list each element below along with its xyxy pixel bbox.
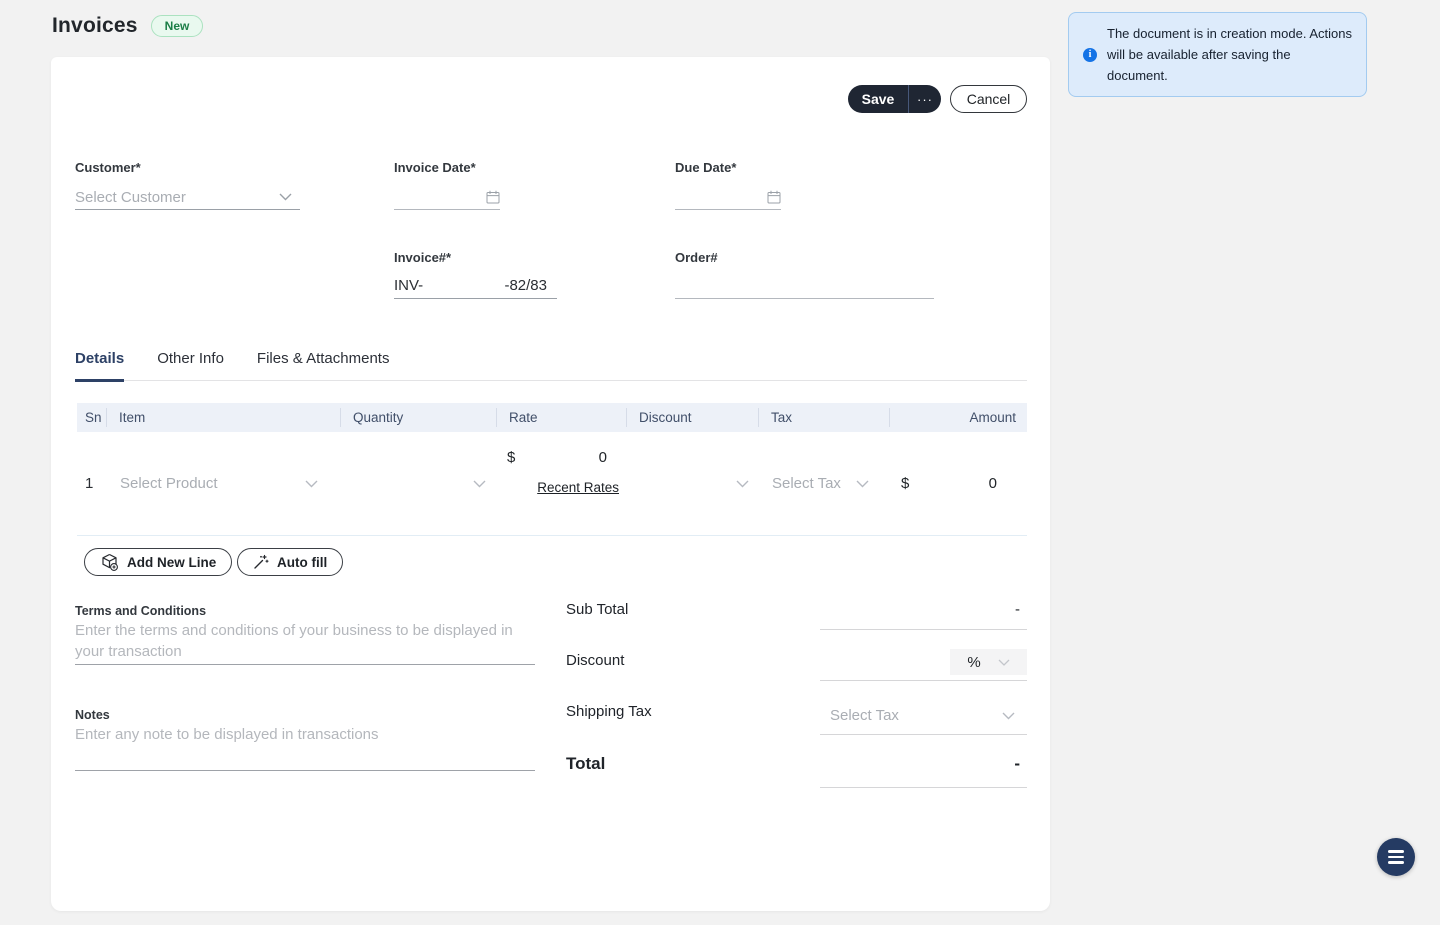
invoice-number-input[interactable]: INV- -82/83	[394, 273, 557, 299]
recent-rates-link[interactable]: Recent Rates	[537, 480, 619, 495]
rate-input[interactable]: 0	[598, 449, 607, 466]
divider	[820, 734, 1027, 735]
header-item: Item	[106, 408, 340, 427]
quantity-select[interactable]	[340, 432, 496, 535]
tab-files-attachments[interactable]: Files & Attachments	[256, 350, 390, 367]
invoice-number-suffix: -82/83	[504, 277, 547, 294]
amount-value: 0	[988, 475, 997, 492]
table-row: 1 Select Product $ 0 Recent Rates Select…	[77, 432, 1027, 536]
sub-total-value: -	[1015, 601, 1020, 618]
header-discount: Discount	[626, 408, 758, 427]
tax-select[interactable]: Select Tax	[758, 432, 889, 535]
customer-select-placeholder: Select Customer	[75, 188, 186, 206]
discount-label: Discount	[566, 652, 625, 669]
terms-textarea[interactable]: Enter the terms and conditions of your b…	[75, 620, 535, 665]
hamburger-icon	[1388, 850, 1404, 864]
save-more-button[interactable]: ···	[908, 85, 941, 113]
cancel-button[interactable]: Cancel	[950, 85, 1027, 113]
row-serial-number: 1	[85, 475, 94, 492]
menu-fab-button[interactable]	[1377, 838, 1415, 876]
tab-details[interactable]: Details	[75, 350, 125, 382]
notice-text: The document is in creation mode. Action…	[1107, 26, 1352, 83]
customer-label: Customer*	[75, 160, 141, 175]
table-header-row: Sn Item Quantity Rate Discount Tax Amoun…	[77, 403, 1027, 432]
notes-textarea[interactable]: Enter any note to be displayed in transa…	[75, 725, 535, 771]
header-rate: Rate	[496, 408, 626, 427]
invoice-number-label: Invoice#*	[394, 250, 452, 265]
calendar-icon	[767, 190, 781, 204]
divider	[820, 629, 1027, 630]
save-button[interactable]: Save	[848, 85, 908, 113]
item-select-placeholder: Select Product	[120, 475, 218, 492]
line-items-table: Sn Item Quantity Rate Discount Tax Amoun…	[77, 403, 1027, 536]
invoice-number-prefix: INV-	[394, 277, 424, 294]
header-quantity: Quantity	[340, 408, 496, 427]
invoice-date-label: Invoice Date*	[394, 160, 476, 175]
chevron-down-icon	[305, 480, 318, 488]
page-header: Invoices New	[52, 14, 204, 38]
chevron-down-icon	[279, 193, 292, 201]
package-plus-icon	[100, 553, 119, 572]
amount-cell: $ 0	[889, 432, 1027, 535]
total-label: Total	[566, 754, 606, 773]
notes-placeholder: Enter any note to be displayed in transa…	[75, 726, 379, 743]
shipping-tax-label: Shipping Tax	[566, 703, 652, 720]
chevron-down-icon	[856, 480, 869, 488]
header-amount: Amount	[889, 408, 1027, 427]
add-new-line-button[interactable]: Add New Line	[84, 548, 233, 576]
header-tax: Tax	[758, 408, 889, 427]
tab-bar: Details Other Info Files & Attachments	[75, 350, 1027, 382]
chevron-down-icon	[1002, 712, 1015, 720]
info-icon: i	[1083, 47, 1097, 62]
sub-total-label: Sub Total	[566, 601, 629, 618]
divider	[820, 680, 1027, 681]
item-product-select[interactable]: Select Product	[106, 432, 340, 535]
tax-select-placeholder: Select Tax	[772, 475, 841, 492]
amount-currency: $	[901, 475, 910, 492]
invoice-date-input[interactable]	[394, 185, 500, 210]
chevron-down-icon	[736, 480, 749, 488]
add-new-line-label: Add New Line	[127, 554, 217, 570]
magic-wand-icon	[253, 554, 269, 570]
terms-label: Terms and Conditions	[75, 604, 207, 618]
rate-cell: $ 0 Recent Rates	[496, 432, 626, 535]
notes-label: Notes	[75, 708, 110, 722]
shipping-tax-placeholder: Select Tax	[830, 707, 899, 724]
new-badge: New	[150, 15, 204, 37]
calendar-icon	[486, 190, 500, 204]
rate-currency: $	[507, 449, 516, 466]
header-sn: Sn	[85, 410, 102, 425]
page-title: Invoices	[52, 14, 138, 37]
chevron-down-icon	[473, 480, 486, 488]
discount-select[interactable]	[626, 432, 758, 535]
due-date-label: Due Date*	[675, 160, 737, 175]
tab-other-info[interactable]: Other Info	[157, 350, 224, 367]
auto-fill-button[interactable]: Auto fill	[237, 548, 344, 576]
discount-unit-select[interactable]: %	[950, 649, 1027, 675]
chevron-down-icon	[998, 659, 1010, 666]
total-value: -	[1014, 754, 1020, 773]
auto-fill-label: Auto fill	[277, 554, 328, 570]
customer-select[interactable]: Select Customer	[75, 185, 300, 210]
order-number-input[interactable]	[675, 273, 934, 299]
save-button-group: Save ···	[848, 85, 941, 113]
invoice-form-card: Save ··· Cancel Customer* Select Custome…	[51, 57, 1050, 911]
discount-unit-value: %	[967, 653, 981, 671]
divider	[820, 787, 1027, 788]
creation-mode-notice: i The document is in creation mode. Acti…	[1068, 12, 1367, 97]
order-number-label: Order#	[675, 250, 718, 265]
due-date-input[interactable]	[675, 185, 781, 210]
terms-placeholder: Enter the terms and conditions of your b…	[75, 622, 513, 660]
shipping-tax-select[interactable]: Select Tax	[820, 700, 1027, 731]
